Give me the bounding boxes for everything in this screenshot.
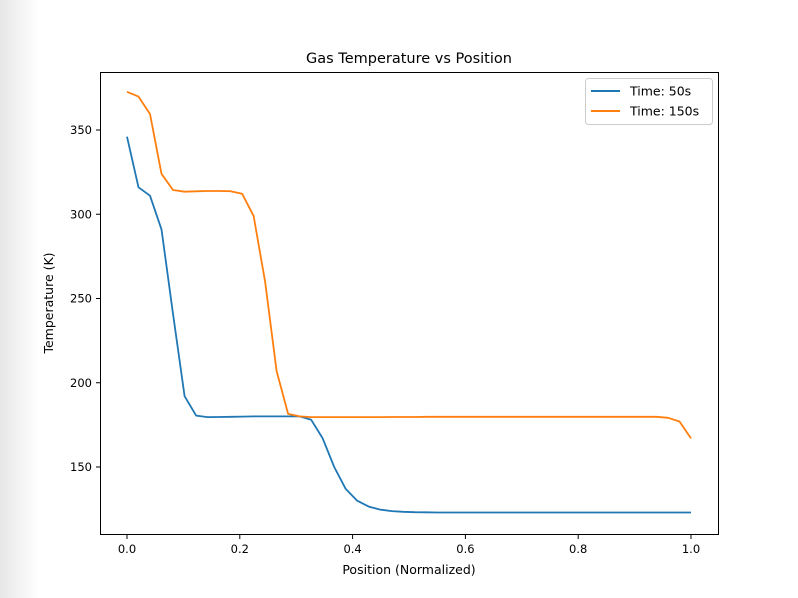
legend: Time: 50s Time: 150s — [585, 78, 713, 125]
y-tick-label: 200 — [70, 376, 92, 390]
x-tick-label: 0.6 — [456, 542, 474, 556]
series-line-1 — [126, 90, 692, 439]
y-tick-label: 250 — [70, 292, 92, 306]
x-tick-label: 0.8 — [569, 542, 587, 556]
series-line-0 — [126, 136, 691, 514]
y-axis-label: Temperature (K) — [41, 252, 56, 354]
chart-title: Gas Temperature vs Position — [306, 51, 512, 67]
x-tick-label: 0.4 — [343, 542, 361, 556]
y-tick-label: 350 — [70, 123, 92, 137]
window-shadow — [0, 0, 40, 598]
legend-label: Time: 150s — [629, 104, 699, 119]
x-tick-label: 0.2 — [231, 542, 249, 556]
x-tick-label: 0.0 — [118, 542, 136, 556]
y-tick-label: 150 — [70, 460, 92, 474]
x-tick-label: 1.0 — [682, 542, 700, 556]
y-tick-label: 300 — [70, 207, 92, 221]
x-axis-label: Position (Normalized) — [342, 562, 475, 577]
y-axis: 150 200 250 300 350 — [70, 123, 101, 474]
plot-area — [126, 90, 692, 514]
x-axis: 0.0 0.2 0.4 0.6 0.8 1.0 — [118, 534, 700, 556]
legend-label: Time: 50s — [629, 84, 691, 99]
axes-frame — [100, 72, 719, 535]
